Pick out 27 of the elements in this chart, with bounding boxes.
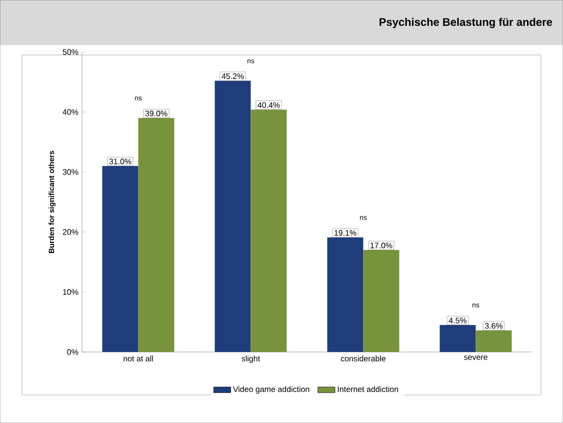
x-tick-label: severe (464, 356, 488, 360)
data-label: 39.0% (145, 110, 168, 116)
bar (476, 330, 512, 352)
x-tick-label: not at all (124, 356, 153, 362)
data-label: 31.0% (109, 158, 132, 164)
data-label: 19.1% (334, 230, 356, 236)
data-label: 40.4% (258, 102, 280, 108)
y-tick-label: 20% (62, 229, 78, 235)
legend-label: Internet addiction (338, 386, 398, 392)
y-tick-label: 10% (63, 289, 78, 295)
y-tick-label: 30% (62, 169, 78, 175)
x-tick-label: considerable (340, 356, 386, 362)
data-label: 45.2% (222, 73, 244, 80)
y-tick-label: 40% (62, 109, 78, 115)
x-tick-label: slight (242, 356, 260, 363)
bar (214, 80, 251, 352)
bar (102, 166, 138, 352)
legend-label: Video game addiction (232, 386, 310, 394)
data-label: 17.0% (370, 242, 392, 248)
bar (440, 324, 476, 352)
y-tick-label: 0% (67, 349, 78, 355)
bar (138, 118, 174, 352)
data-label: 3.6% (484, 323, 503, 329)
bar (250, 110, 287, 352)
chart-title: Psychische Belastung für andere (380, 18, 552, 28)
y-tick-label: 50% (62, 49, 78, 55)
data-label: 4.5% (448, 318, 467, 324)
